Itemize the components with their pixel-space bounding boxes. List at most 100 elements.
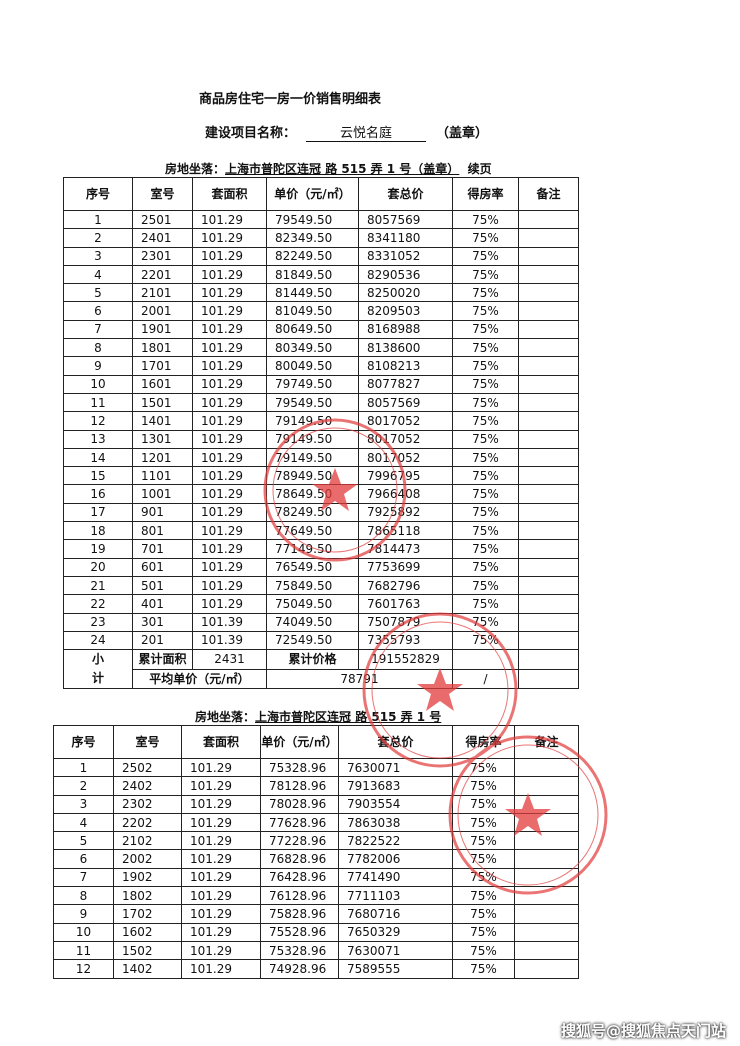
cell: 2202	[113, 812, 182, 833]
cell: 75528.96	[260, 922, 339, 942]
cell: 77149.50	[266, 539, 359, 559]
cell: 201	[132, 630, 193, 651]
header-cell: 备注	[518, 177, 579, 211]
cell: 3	[53, 794, 114, 814]
row: 12 1401 101.29 79149.50 8017052 75%	[63, 411, 579, 431]
cell: 301	[132, 612, 193, 632]
header-cell: 单价（元/㎡）	[260, 725, 339, 759]
cell: 13	[63, 429, 133, 449]
summary-row: 平均单价（元/㎡） 78791/	[64, 668, 579, 690]
cell-empty	[518, 264, 579, 285]
cell: 501	[132, 575, 193, 596]
cell: 7650329	[338, 922, 453, 942]
cell: 74049.50	[266, 612, 359, 632]
cell: 75%	[452, 319, 519, 340]
cell: 7966408	[358, 484, 453, 504]
row: 11 1501 101.29 79549.50 8057569 75%	[63, 392, 579, 413]
row: 10 1602 101.29 75528.96 7650329 75%	[53, 922, 579, 942]
cell: 8077827	[358, 374, 453, 394]
cell: 101.29	[181, 886, 261, 906]
cell: 75849.50	[266, 575, 359, 596]
cell: 1702	[113, 904, 182, 924]
cell: 801	[132, 521, 193, 541]
cell: 7630071	[338, 757, 453, 778]
cell: 2301	[132, 246, 193, 266]
cell: 75%	[452, 959, 515, 979]
cell-empty	[518, 429, 579, 449]
cell-empty	[518, 338, 579, 358]
cell: 10	[63, 374, 133, 394]
subtotal-label: 小计	[63, 649, 133, 690]
location-label: 房地坐落：	[165, 162, 226, 176]
cell: 8	[53, 886, 114, 906]
location-label: 房地坐落：	[195, 710, 256, 724]
cell: 101.29	[192, 283, 267, 303]
row: 6 2001 101.29 81049.50 8209503 75%	[63, 301, 579, 321]
cell: 18	[63, 521, 133, 541]
location-2: 房地坐落：上海市普陀区连冠 路 515 弄 1 号	[195, 708, 441, 725]
header-cell: 序号	[63, 177, 133, 211]
cell: 75%	[452, 392, 519, 413]
cell: 7	[53, 867, 114, 888]
cell: 5	[53, 831, 114, 851]
cell-empty	[514, 831, 579, 851]
cell: 3	[63, 246, 133, 266]
cell: 7	[63, 319, 133, 340]
cell: 101.29	[181, 940, 261, 961]
cell: 9	[53, 904, 114, 924]
cell: 7741490	[338, 867, 453, 888]
project-label: 建设项目名称：	[205, 126, 297, 141]
cell: 7682796	[358, 575, 453, 596]
cell: 1401	[132, 411, 193, 431]
row: 16 1001 101.29 78649.50 7966408 75%	[63, 484, 579, 504]
row: 8 1802 101.29 76128.96 7711103 75%	[53, 886, 579, 906]
cell-empty	[514, 922, 579, 942]
cell: 10	[53, 922, 114, 942]
row: 18 801 101.29 77649.50 7865118 75%	[63, 521, 579, 541]
cell-empty	[514, 867, 579, 888]
row: 17 901 101.29 78249.50 7925892 75%	[63, 502, 579, 523]
avg-label: 平均单价（元/㎡）	[132, 668, 267, 690]
cell: 101.39	[192, 630, 267, 651]
location-address: 上海市普陀区连冠 路 515 弄 1 号	[255, 710, 442, 724]
cell: 75%	[452, 849, 515, 869]
cell-empty	[518, 649, 579, 670]
row: 2 2401 101.29 82349.50 8341180 75%	[63, 228, 579, 248]
cell: 8	[63, 338, 133, 358]
cell: 2501	[132, 209, 193, 230]
cell-empty	[518, 594, 579, 614]
cell: 101.29	[192, 575, 267, 596]
cell: 7507879	[358, 612, 453, 632]
cell: 75%	[452, 338, 519, 358]
cell-empty	[518, 447, 579, 468]
header-cell: 得房率	[452, 725, 515, 759]
cell: 22	[63, 594, 133, 614]
row: 3 2301 101.29 82249.50 8331052 75%	[63, 246, 579, 266]
cell: 1801	[132, 338, 193, 358]
cell-empty	[514, 794, 579, 814]
cell: 75%	[452, 776, 515, 796]
cell: 75%	[452, 630, 519, 651]
row: 3 2302 101.29 78028.96 7903554 75%	[53, 794, 579, 814]
cell: 2002	[113, 849, 182, 869]
cell-empty	[514, 904, 579, 924]
cell: 101.29	[181, 904, 261, 924]
cell: 76128.96	[260, 886, 339, 906]
cell: 4	[53, 812, 114, 833]
cell-empty	[518, 466, 579, 486]
cell: 19	[63, 539, 133, 559]
cell: 5	[63, 283, 133, 303]
cell: 101.29	[192, 392, 267, 413]
cell: 75%	[452, 922, 515, 942]
cell: 80349.50	[266, 338, 359, 358]
row: 19 701 101.29 77149.50 7814473 75%	[63, 539, 579, 559]
area-value: 2431	[192, 649, 267, 670]
cell: 1	[63, 209, 133, 230]
cell: 21	[63, 575, 133, 596]
cell: 14	[63, 447, 133, 468]
cell-empty	[518, 374, 579, 394]
cell: 101.29	[192, 539, 267, 559]
cell: 7814473	[358, 539, 453, 559]
row: 11 1502 101.29 75328.96 7630071 75%	[53, 940, 579, 961]
row: 9 1702 101.29 75828.96 7680716 75%	[53, 904, 579, 924]
